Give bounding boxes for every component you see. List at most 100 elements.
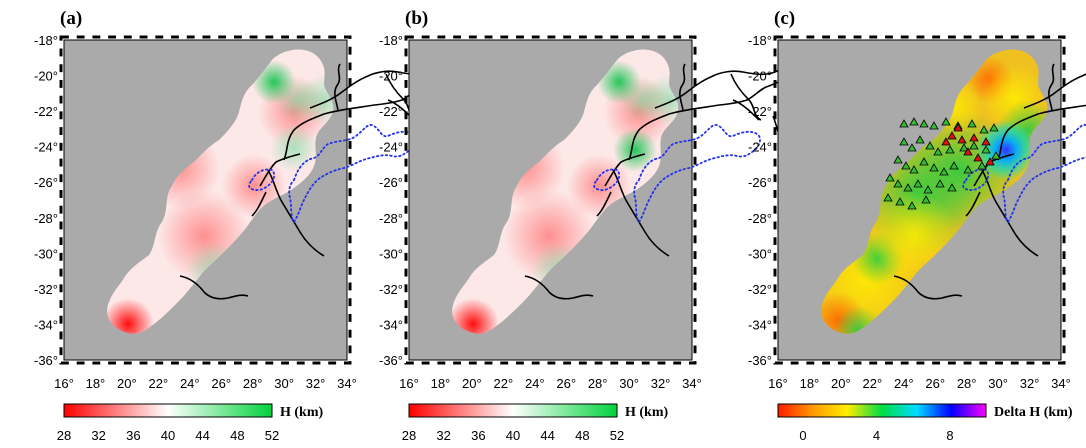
colorbar-title: H (km) xyxy=(625,405,669,420)
station-triangle-icon xyxy=(883,193,893,202)
station-triangle-icon xyxy=(901,161,911,170)
lat-tick-label: -26° xyxy=(748,175,772,190)
lat-tick-label: -24° xyxy=(34,140,58,155)
lon-tick-label: 16° xyxy=(54,376,74,391)
station-triangle-icon xyxy=(903,183,913,192)
station-triangle-icon xyxy=(939,167,949,176)
station-triangle-icon xyxy=(963,147,973,156)
lat-tick-label: -36° xyxy=(379,353,403,368)
panel-2: (c)-18° -20° -22° -24° -26° -28° -30° -32° -34° -… xyxy=(748,8,1086,443)
lon-tick-label: 34° xyxy=(337,376,357,391)
station-triangle-icon xyxy=(885,173,895,182)
colorbar-tick-label: 28 xyxy=(402,428,416,443)
lon-tick-label: 34° xyxy=(1051,376,1071,391)
colorbar-tick-label: 36 xyxy=(126,428,140,443)
lat-tick-label: -34° xyxy=(748,317,772,332)
stations xyxy=(883,117,1001,210)
station-triangle-icon xyxy=(969,133,979,142)
station-triangle-icon xyxy=(921,195,931,204)
colorbar-tick-label: 40 xyxy=(161,428,175,443)
lon-tick-label: 24° xyxy=(894,376,914,391)
lon-tick-label: 32° xyxy=(651,376,671,391)
colorbar-title: H (km) xyxy=(280,405,324,420)
station-triangle-icon xyxy=(895,197,905,206)
lon-tick-label: 30° xyxy=(274,376,294,391)
lat-tick-label: -32° xyxy=(379,282,403,297)
lon-tick-label: 28° xyxy=(957,376,977,391)
station-triangle-icon xyxy=(985,157,995,166)
lon-tick-label: 32° xyxy=(306,376,326,391)
lon-tick-label: 28° xyxy=(588,376,608,391)
lat-tick-label: -22° xyxy=(748,104,772,119)
lon-tick-label: 26° xyxy=(925,376,945,391)
map-frame xyxy=(59,35,352,365)
map-frame xyxy=(773,35,1066,365)
panel-label: (a) xyxy=(60,8,82,29)
lat-tick-label: -30° xyxy=(379,246,403,261)
lat-tick-label: -36° xyxy=(34,353,58,368)
lon-tick-label: 18° xyxy=(800,376,820,391)
colorbar-tick-label: 36 xyxy=(471,428,485,443)
lat-tick-label: -28° xyxy=(379,211,403,226)
colorbar-tick-label: 52 xyxy=(265,428,279,443)
lon-tick-label: 26° xyxy=(211,376,231,391)
lat-tick-label: -22° xyxy=(34,104,58,119)
station-triangle-icon xyxy=(963,165,973,174)
lat-tick-label: -36° xyxy=(748,353,772,368)
lat-tick-label: -32° xyxy=(748,282,772,297)
map-frame xyxy=(404,35,697,365)
colorbar-tick-label: 40 xyxy=(506,428,520,443)
station-triangle-icon xyxy=(923,185,933,194)
station-triangle-icon xyxy=(929,163,939,172)
station-triangle-icon xyxy=(979,125,989,134)
station-triangle-icon xyxy=(947,183,957,192)
station-triangle-icon xyxy=(933,147,943,156)
station-triangle-icon xyxy=(941,117,951,126)
colorbar-tick-label: 48 xyxy=(575,428,589,443)
station-triangle-icon xyxy=(909,117,919,126)
lon-tick-label: 16° xyxy=(399,376,419,391)
station-triangle-icon xyxy=(967,119,977,128)
dotted-outline xyxy=(593,124,761,224)
station-triangle-icon xyxy=(981,145,991,154)
colorbar-tick-label: 32 xyxy=(436,428,450,443)
lat-tick-label: -26° xyxy=(34,175,58,190)
lon-tick-label: 32° xyxy=(1020,376,1040,391)
lon-tick-label: 20° xyxy=(117,376,137,391)
panel-0: (a)-18°-20°-22°-24°-26°-28°-30°-32°-34°-… xyxy=(34,8,457,443)
station-triangle-icon xyxy=(907,201,917,210)
colorbar-tick-label: 8 xyxy=(946,428,953,443)
dotted-outline xyxy=(248,124,416,224)
station-triangle-icon xyxy=(919,119,929,128)
panel-label: (b) xyxy=(405,8,428,29)
station-triangle-icon xyxy=(949,161,959,170)
station-triangle-icon xyxy=(913,179,923,188)
station-triangle-icon xyxy=(953,123,963,132)
colorbar-tick-label: 0 xyxy=(799,428,806,443)
lon-tick-label: 18° xyxy=(431,376,451,391)
station-triangle-icon xyxy=(991,151,1001,160)
station-triangle-icon xyxy=(969,141,979,150)
lon-tick-label: 22° xyxy=(493,376,513,391)
station-triangle-icon xyxy=(981,137,991,146)
panel-label: (c) xyxy=(774,8,795,29)
lat-tick-label: -22° xyxy=(379,104,403,119)
colorbar-tick-label: 44 xyxy=(195,428,209,443)
panel-1: (b)-18°-20°-22°-24°-26°-28°-30°-32°-34°-… xyxy=(379,8,802,443)
lat-tick-label: -26° xyxy=(379,175,403,190)
lat-tick-label: -24° xyxy=(748,140,772,155)
colorbar-tick-label: 4 xyxy=(873,428,880,443)
colorbar-tick-label: 32 xyxy=(91,428,105,443)
colorbar-tick-label: 52 xyxy=(610,428,624,443)
station-triangle-icon xyxy=(907,143,917,152)
lat-tick-label: -32° xyxy=(34,282,58,297)
station-triangle-icon xyxy=(977,161,987,170)
lat-tick-label: -28° xyxy=(748,211,772,226)
station-triangle-icon xyxy=(941,137,951,146)
station-triangle-icon xyxy=(973,153,983,162)
station-triangle-icon xyxy=(893,179,903,188)
lon-tick-label: 16° xyxy=(768,376,788,391)
colorbar xyxy=(777,403,987,418)
dotted-outline xyxy=(962,124,1086,224)
